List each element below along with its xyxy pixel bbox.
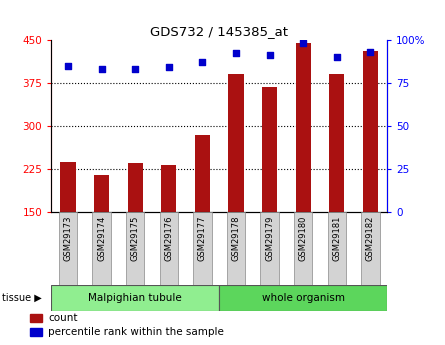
Bar [161,165,176,212]
Point [333,54,340,60]
Bar [260,212,279,285]
Text: GSM29174: GSM29174 [97,216,106,261]
Text: GSM29181: GSM29181 [332,216,341,261]
Bar [328,212,346,285]
Point [367,49,374,55]
Bar [295,42,311,212]
Bar [30,328,42,336]
Text: GSM29176: GSM29176 [164,216,173,261]
Text: percentile rank within the sample: percentile rank within the sample [49,327,224,337]
Point [299,40,307,46]
Bar [361,212,380,285]
Bar [126,212,145,285]
Bar [51,285,219,310]
Text: count: count [49,313,78,323]
Text: GSM29180: GSM29180 [299,216,307,261]
Bar [228,74,243,212]
Point [232,51,239,56]
Bar [92,212,111,285]
Bar [94,175,109,212]
Point [98,66,105,72]
Bar [30,314,42,323]
Text: GSM29173: GSM29173 [64,216,73,261]
Point [266,52,273,58]
Point [65,63,72,68]
Text: GSM29178: GSM29178 [231,216,240,261]
Title: GDS732 / 145385_at: GDS732 / 145385_at [150,26,288,39]
Text: Malpighian tubule: Malpighian tubule [88,293,182,303]
Bar [329,74,344,212]
Text: GSM29175: GSM29175 [131,216,140,261]
Text: GSM29177: GSM29177 [198,216,207,261]
Text: whole organism: whole organism [262,293,345,303]
Bar [363,51,378,212]
Text: GSM29182: GSM29182 [366,216,375,261]
Bar [61,161,76,212]
Bar [262,87,277,212]
Point [199,59,206,65]
Bar [294,212,312,285]
Bar [227,212,245,285]
Bar [193,212,212,285]
Bar [159,212,178,285]
Bar [195,135,210,212]
Point [132,66,139,72]
Point [165,65,172,70]
Bar [128,163,143,212]
Bar [219,285,387,310]
Text: GSM29179: GSM29179 [265,216,274,261]
Text: tissue ▶: tissue ▶ [2,293,42,303]
Bar [59,212,77,285]
